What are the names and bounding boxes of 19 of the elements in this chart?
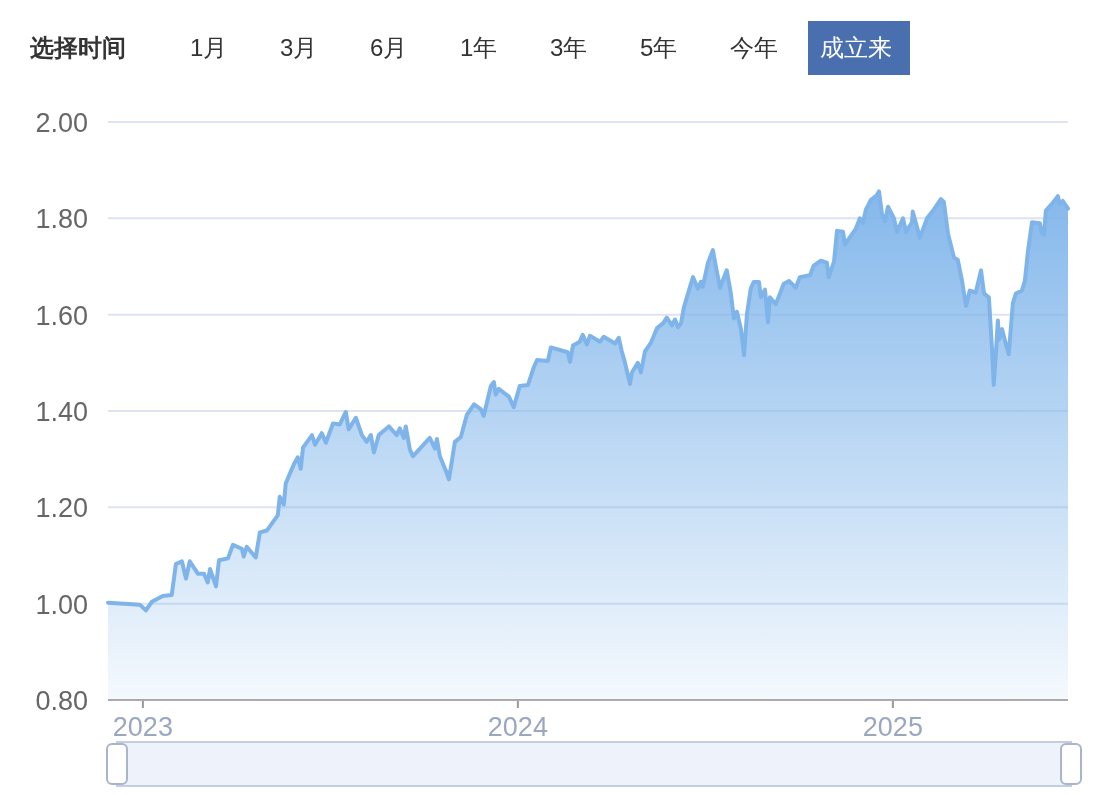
y-tick-label: 1.60 <box>35 300 88 331</box>
text: 选择时间 <box>29 34 126 61</box>
y-tick-label: 1.20 <box>35 493 88 524</box>
category-label: 1年 <box>460 34 498 61</box>
y-tick-label: 0.80 <box>35 686 88 716</box>
y-tick-label: 1.80 <box>35 204 88 235</box>
y-tick-label: 1.40 <box>35 397 88 427</box>
category-label: 1月 <box>190 34 228 61</box>
category-label: 3月 <box>280 34 318 61</box>
category-label: 成立来 <box>820 34 892 61</box>
x-tick-label: 2024 <box>487 712 548 742</box>
category-label: 6月 <box>370 34 408 61</box>
category-label: 3年 <box>550 34 588 61</box>
y-tick-label: 2.00 <box>35 108 88 138</box>
category-label: 今年 <box>730 34 778 61</box>
category-label: 5年 <box>640 34 678 61</box>
x-tick-label: 2025 <box>862 712 923 742</box>
x-tick-label: 2023 <box>112 712 173 742</box>
y-tick-label: 1.00 <box>35 589 88 620</box>
